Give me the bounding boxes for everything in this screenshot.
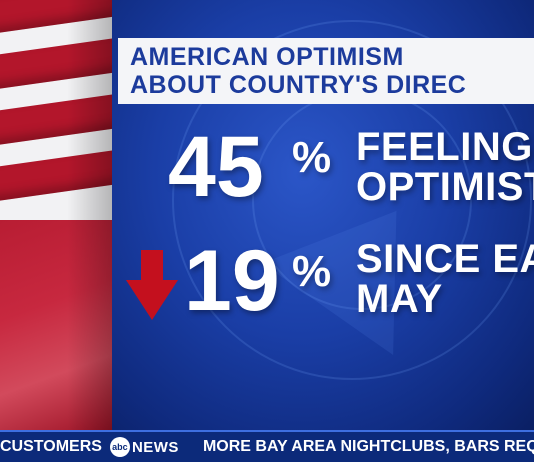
ticker-headline-text: MORE BAY AREA NIGHTCLUBS, BARS REQUIR (202, 438, 534, 455)
headline-line-1: AMERICAN OPTIMISM (130, 43, 404, 71)
headline-line-2: ABOUT COUNTRY'S DIREC (130, 71, 467, 99)
abc-logo-icon: abc (109, 437, 130, 457)
down-arrow-icon (126, 250, 178, 320)
decorative-ring (172, 20, 532, 380)
ticker-left-text: CUSTOMERS (0, 438, 102, 455)
abc-news-logo: abc NEWS (109, 437, 179, 457)
news-logo-text: NEWS (131, 438, 179, 456)
stat-2-label-line-1: SINCE EA (356, 237, 534, 281)
flag-red-fold (0, 220, 112, 430)
news-ticker: CUSTOMERS abc NEWS MORE BAY AREA NIGHTCL… (0, 430, 534, 462)
stat-2-percent: % (292, 247, 332, 296)
stat-1-label-line-2: OPTIMIST (356, 165, 534, 209)
stat-1-percent: % (292, 133, 332, 182)
stat-1-label-line-1: FEELING (356, 125, 533, 169)
flag-shade (0, 0, 112, 430)
american-flag-image (0, 0, 112, 430)
headline-box: AMERICAN OPTIMISM ABOUT COUNTRY'S DIREC (118, 38, 534, 104)
stat-1-number: 45 (168, 119, 264, 215)
stat-2-label-line-2: MAY (356, 277, 443, 321)
stat-2-number: 19 (184, 233, 280, 329)
